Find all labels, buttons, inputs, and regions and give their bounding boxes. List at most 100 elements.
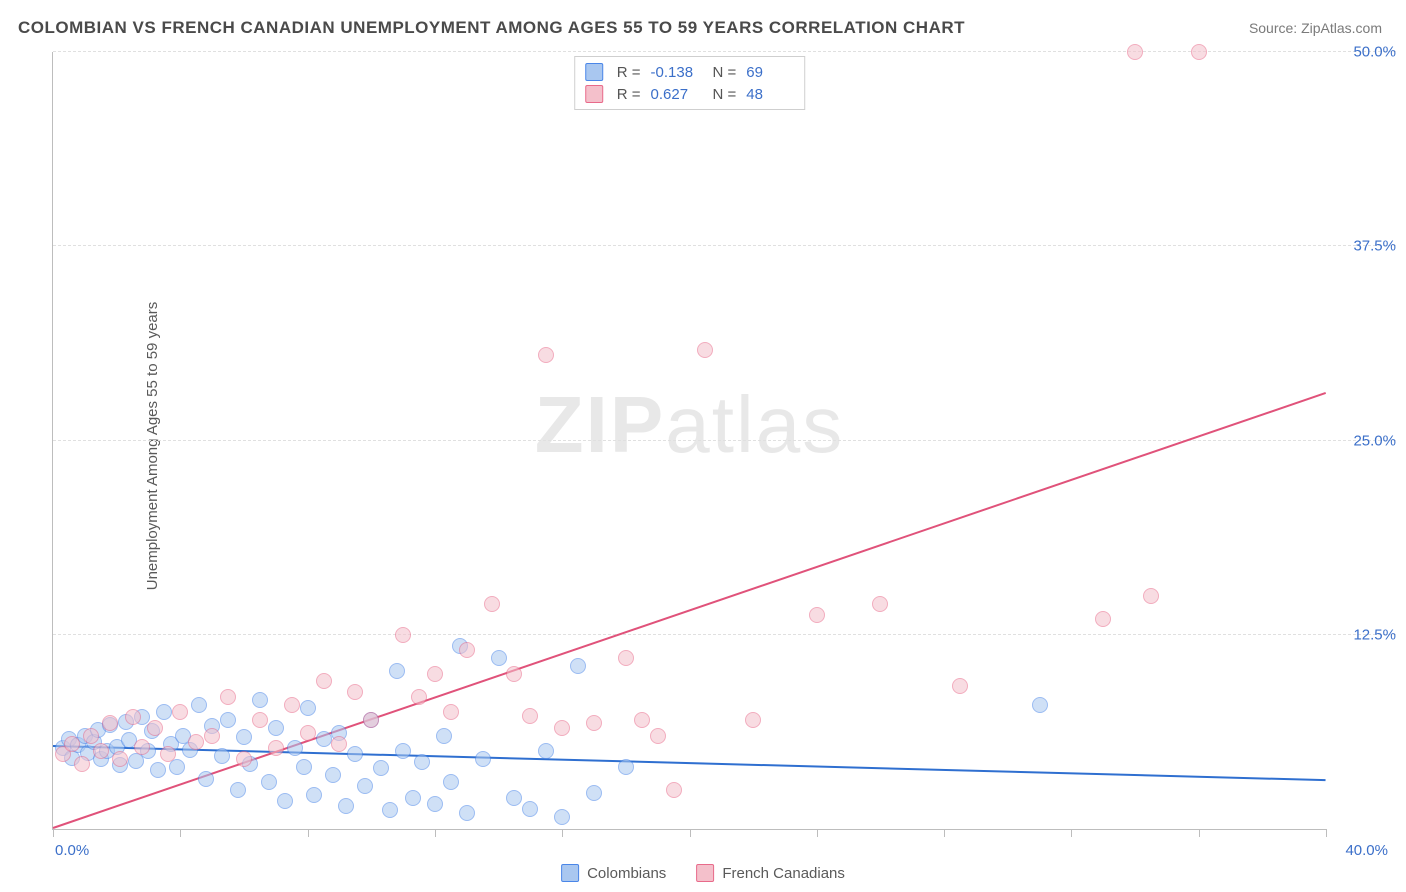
scatter-point (347, 684, 363, 700)
scatter-point (427, 666, 443, 682)
x-tick (690, 829, 691, 837)
scatter-point (475, 751, 491, 767)
scatter-point (634, 712, 650, 728)
scatter-point (952, 678, 968, 694)
scatter-point (570, 658, 586, 674)
scatter-point (1191, 44, 1207, 60)
scatter-point (325, 767, 341, 783)
scatter-point (484, 596, 500, 612)
scatter-point (331, 736, 347, 752)
source-name: ZipAtlas.com (1301, 20, 1382, 36)
scatter-point (220, 689, 236, 705)
scatter-point (745, 712, 761, 728)
scatter-point (236, 729, 252, 745)
source-attribution: Source: ZipAtlas.com (1249, 20, 1382, 36)
scatter-point (506, 666, 522, 682)
scatter-point (147, 720, 163, 736)
scatter-point (306, 787, 322, 803)
scatter-point (125, 709, 141, 725)
scatter-point (93, 743, 109, 759)
scatter-point (220, 712, 236, 728)
legend-item-1: French Canadians (696, 864, 845, 882)
stats-row-1: R = 0.627 N = 48 (585, 83, 795, 105)
scatter-point (102, 715, 118, 731)
watermark-thin: atlas (665, 380, 844, 469)
scatter-point (411, 689, 427, 705)
scatter-point (160, 746, 176, 762)
stats-r-val-1: 0.627 (651, 86, 699, 103)
scatter-point (230, 782, 246, 798)
scatter-point (666, 782, 682, 798)
scatter-point (459, 805, 475, 821)
scatter-point (395, 627, 411, 643)
scatter-point (395, 743, 411, 759)
scatter-point (363, 712, 379, 728)
scatter-point (252, 712, 268, 728)
scatter-point (491, 650, 507, 666)
scatter-point (554, 720, 570, 736)
scatter-point (300, 700, 316, 716)
scatter-point (261, 774, 277, 790)
scatter-point (284, 697, 300, 713)
legend-label-0: Colombians (587, 865, 666, 882)
scatter-point (134, 739, 150, 755)
stats-n-val-0: 69 (746, 64, 794, 81)
plot-area: ZIPatlas R = -0.138 N = 69 R = 0.627 N =… (52, 52, 1326, 830)
scatter-point (1143, 588, 1159, 604)
scatter-point (1032, 697, 1048, 713)
scatter-point (389, 663, 405, 679)
scatter-point (188, 734, 204, 750)
x-tick-min: 0.0% (55, 842, 89, 859)
x-tick (308, 829, 309, 837)
scatter-point (296, 759, 312, 775)
x-tick (1326, 829, 1327, 837)
scatter-point (204, 728, 220, 744)
scatter-point (64, 736, 80, 752)
scatter-point (316, 673, 332, 689)
scatter-point (252, 692, 268, 708)
scatter-point (459, 642, 475, 658)
x-tick (1199, 829, 1200, 837)
y-tick-label: 37.5% (1353, 238, 1396, 255)
watermark: ZIPatlas (535, 379, 844, 471)
x-tick (53, 829, 54, 837)
stats-swatch-1 (585, 85, 603, 103)
stats-n-label: N = (713, 86, 737, 103)
scatter-point (198, 771, 214, 787)
x-tick-max: 40.0% (1345, 842, 1388, 859)
scatter-point (373, 760, 389, 776)
scatter-point (150, 762, 166, 778)
scatter-point (74, 756, 90, 772)
scatter-point (347, 746, 363, 762)
scatter-point (83, 728, 99, 744)
chart-title: COLOMBIAN VS FRENCH CANADIAN UNEMPLOYMEN… (18, 18, 965, 38)
stats-r-val-0: -0.138 (651, 64, 699, 81)
scatter-point (506, 790, 522, 806)
x-tick (817, 829, 818, 837)
scatter-point (268, 740, 284, 756)
legend-swatch-1 (696, 864, 714, 882)
y-tick-label: 50.0% (1353, 44, 1396, 61)
scatter-point (338, 798, 354, 814)
stats-box: R = -0.138 N = 69 R = 0.627 N = 48 (574, 56, 806, 110)
source-prefix: Source: (1249, 20, 1301, 36)
scatter-point (1095, 611, 1111, 627)
scatter-point (382, 802, 398, 818)
x-tick (944, 829, 945, 837)
x-tick (435, 829, 436, 837)
scatter-point (236, 751, 252, 767)
bottom-legend: Colombians French Canadians (561, 864, 845, 882)
scatter-point (214, 748, 230, 764)
x-tick (180, 829, 181, 837)
scatter-point (809, 607, 825, 623)
x-tick (1071, 829, 1072, 837)
stats-r-label: R = (617, 64, 641, 81)
stats-n-label: N = (713, 64, 737, 81)
scatter-point (357, 778, 373, 794)
scatter-point (538, 743, 554, 759)
legend-swatch-0 (561, 864, 579, 882)
y-tick-label: 25.0% (1353, 432, 1396, 449)
scatter-point (586, 715, 602, 731)
scatter-point (586, 785, 602, 801)
scatter-point (316, 731, 332, 747)
